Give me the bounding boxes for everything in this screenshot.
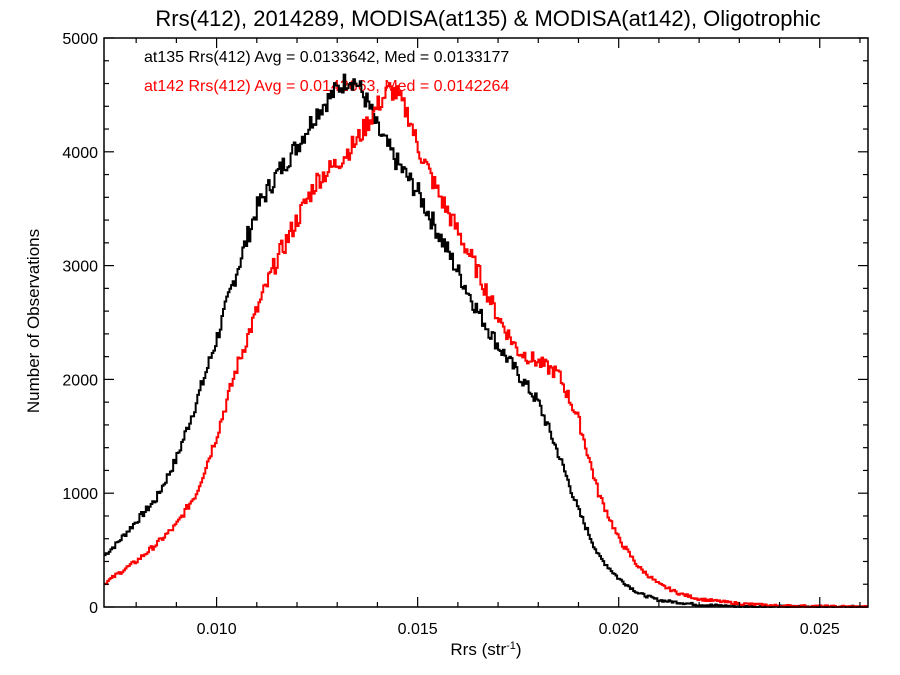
y-axis-label: Number of Observations [24, 229, 43, 413]
y-tick-label: 1000 [62, 486, 98, 503]
plot-frame [103, 37, 869, 608]
x-axis-label: Rrs (str-1) [450, 640, 521, 659]
y-tick-label: 0 [89, 600, 98, 617]
x-tick-label: 0.015 [398, 621, 438, 638]
x-tick-label: 0.010 [197, 621, 237, 638]
y-tick-label: 2000 [62, 372, 98, 389]
legend-annotation-at135: at135 Rrs(412) Avg = 0.0133642, Med = 0.… [144, 49, 509, 66]
x-tick-label: 0.020 [599, 621, 639, 638]
y-axis: 0 1000 2000 3000 4000 5000 [62, 31, 868, 617]
series-line-1 [104, 82, 868, 608]
y-tick-label: 4000 [62, 145, 98, 162]
chart-title: Rrs(412), 2014289, MODISA(at135) & MODIS… [155, 6, 820, 31]
series-line-0 [104, 73, 868, 608]
series-layer [104, 73, 868, 608]
y-tick-label: 5000 [62, 31, 98, 48]
x-axis: 0.010 0.015 0.020 0.025 [135, 38, 861, 638]
x-tick-label: 0.025 [800, 621, 840, 638]
legend-annotation-at142: at142 Rrs(412) Avg = 0.0142663, Med = 0.… [144, 78, 509, 95]
y-tick-label: 3000 [62, 259, 98, 276]
